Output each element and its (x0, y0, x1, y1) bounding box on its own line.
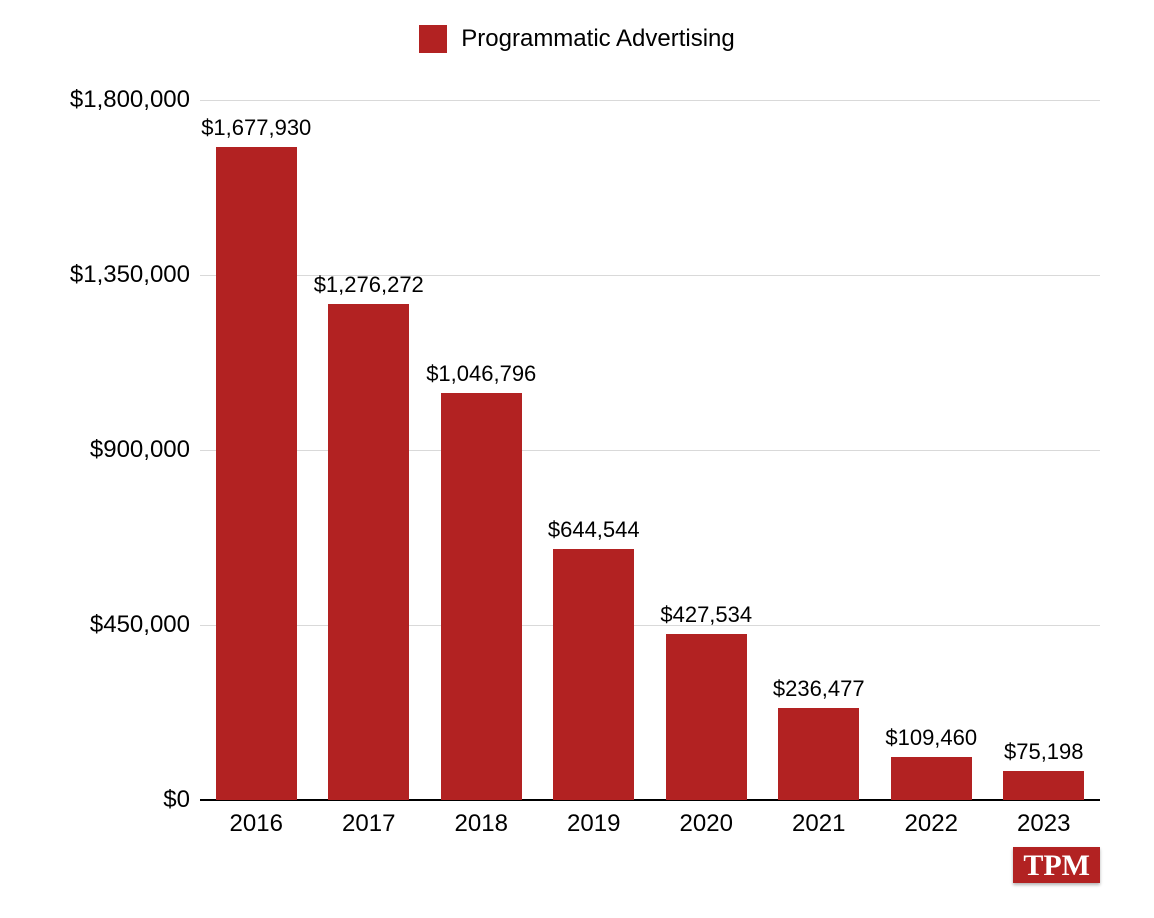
ytick-label: $900,000 (90, 436, 190, 464)
xtick-label: 2019 (538, 810, 651, 838)
bar: $1,046,796 (441, 393, 522, 800)
bar: $75,198 (1003, 771, 1084, 800)
bar-value-label: $1,046,796 (416, 361, 546, 387)
ytick-label: $1,350,000 (70, 261, 190, 289)
bar: $236,477 (778, 708, 859, 800)
tpm-logo: TPM (1013, 847, 1100, 883)
bar-value-label: $644,544 (529, 517, 659, 543)
ytick-label: $450,000 (90, 611, 190, 639)
legend-swatch (419, 25, 447, 53)
xtick-label: 2022 (875, 810, 988, 838)
bar: $1,677,930 (216, 147, 297, 800)
legend-label: Programmatic Advertising (461, 25, 734, 53)
ytick-label: $0 (163, 786, 190, 814)
plot-area: $0$450,000$900,000$1,350,000$1,800,000$1… (200, 100, 1100, 800)
bar-value-label: $75,198 (979, 739, 1109, 765)
bar-value-label: $109,460 (866, 725, 996, 751)
bar: $1,276,272 (328, 304, 409, 800)
chart-container: Programmatic Advertising $0$450,000$900,… (0, 0, 1154, 918)
xtick-label: 2020 (650, 810, 763, 838)
bar-value-label: $427,534 (641, 602, 771, 628)
ytick-label: $1,800,000 (70, 86, 190, 114)
bar-value-label: $1,677,930 (191, 115, 321, 141)
bar: $644,544 (553, 549, 634, 800)
gridline (200, 100, 1100, 101)
xtick-label: 2017 (313, 810, 426, 838)
xtick-label: 2016 (200, 810, 313, 838)
xtick-label: 2021 (763, 810, 876, 838)
xtick-label: 2023 (988, 810, 1101, 838)
xtick-label: 2018 (425, 810, 538, 838)
bar-value-label: $236,477 (754, 676, 884, 702)
bar-value-label: $1,276,272 (304, 272, 434, 298)
legend: Programmatic Advertising (0, 25, 1154, 53)
bar: $427,534 (666, 634, 747, 800)
bar: $109,460 (891, 757, 972, 800)
